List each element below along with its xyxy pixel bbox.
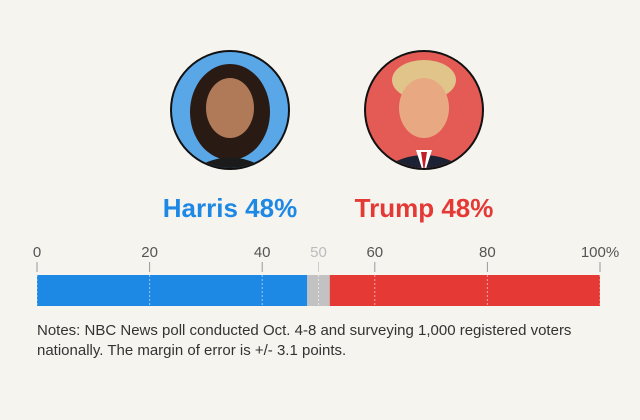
series-name: Harris [163, 193, 238, 223]
candidate-label: Harris 48% [163, 193, 297, 223]
candidate-label: Trump 48% [355, 193, 494, 223]
x-tick-label: 60 [366, 244, 383, 261]
x-tick-label: 80 [479, 244, 496, 261]
value-label: 48% [441, 193, 493, 223]
note: nationally. The margin of error is +/- 3… [37, 342, 346, 359]
value-label: 48% [245, 193, 297, 223]
note: Notes: NBC News poll conducted Oct. 4-8 … [37, 322, 571, 339]
x-tick-label: 40 [254, 244, 271, 261]
x-tick-label: 20 [141, 244, 158, 261]
bar-segment [329, 275, 600, 306]
trump-photo [364, 50, 484, 170]
harris-photo [170, 50, 290, 170]
x-tick-label: 100% [581, 244, 619, 261]
x-tick-label: 50 [310, 244, 327, 261]
series-name: Trump [355, 193, 434, 223]
bar-segment [37, 275, 308, 306]
bar-segment [307, 275, 330, 306]
x-tick-label: 0 [33, 244, 41, 261]
